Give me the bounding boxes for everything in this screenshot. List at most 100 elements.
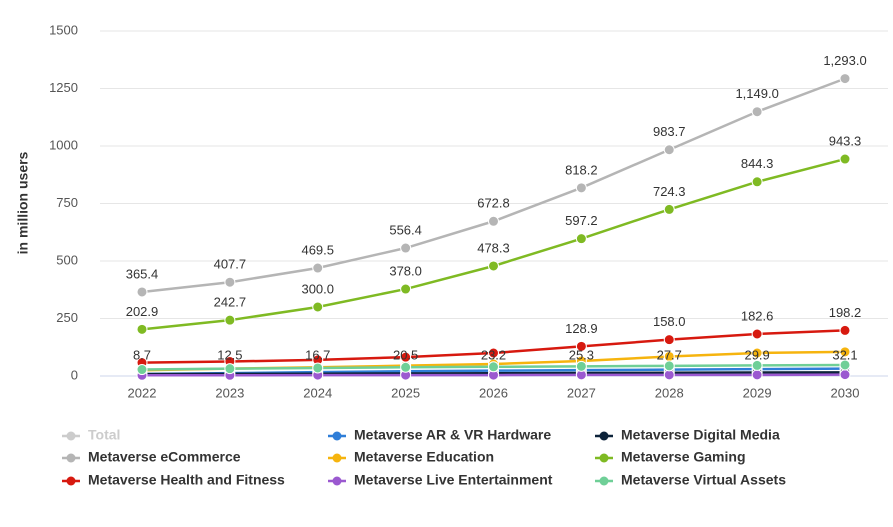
- data-point: [312, 262, 324, 274]
- data-label: 182.6: [741, 308, 774, 323]
- x-tick-label: 2024: [303, 385, 332, 400]
- data-label: 23.2: [481, 347, 506, 362]
- data-label: 365.4: [126, 266, 159, 281]
- legend-marker: [332, 476, 342, 486]
- data-point: [488, 260, 499, 272]
- data-point: [663, 144, 675, 156]
- data-label: 20.5: [393, 347, 418, 362]
- data-point: [224, 363, 236, 375]
- legend-label[interactable]: Metaverse Gaming: [621, 449, 746, 465]
- legend-label[interactable]: Metaverse Health and Fitness: [88, 472, 285, 488]
- data-point: [751, 176, 763, 188]
- data-label: 818.2: [565, 162, 598, 177]
- y-tick-label: 0: [71, 367, 78, 382]
- data-label: 478.3: [477, 240, 510, 255]
- legend-label[interactable]: Metaverse AR & VR Hardware: [354, 427, 551, 443]
- data-label: 128.9: [565, 321, 598, 336]
- data-label: 672.8: [477, 196, 510, 211]
- x-tick-label: 2026: [479, 385, 508, 400]
- data-label: 8.7: [133, 347, 151, 362]
- data-point: [488, 347, 499, 359]
- data-point: [224, 276, 236, 288]
- legend-marker: [66, 431, 76, 441]
- data-point: [575, 360, 587, 372]
- data-label: 27.7: [657, 347, 682, 362]
- data-label: 16.7: [305, 347, 330, 362]
- y-axis-label: in million users: [15, 151, 31, 254]
- data-point: [839, 73, 851, 85]
- series-line: [141, 77, 846, 294]
- data-point: [136, 364, 148, 376]
- x-tick-label: 2022: [128, 385, 157, 400]
- data-label: 469.5: [301, 242, 334, 257]
- data-point: [663, 360, 675, 372]
- y-tick-label: 1250: [49, 80, 78, 95]
- data-point: [663, 334, 675, 346]
- data-point: [136, 286, 148, 298]
- x-tick-label: 2028: [655, 385, 684, 400]
- data-point: [839, 324, 851, 336]
- legend-marker: [66, 453, 76, 463]
- data-point: [400, 361, 412, 373]
- data-point: [488, 361, 499, 373]
- data-point: [663, 203, 675, 215]
- data-label: 198.2: [829, 305, 862, 320]
- data-point: [751, 369, 763, 381]
- legend-marker: [332, 453, 342, 463]
- legend-marker: [332, 431, 342, 441]
- legend-label[interactable]: Metaverse Education: [354, 449, 494, 465]
- data-label: 12.5: [217, 347, 242, 362]
- y-tick-label: 500: [56, 252, 78, 267]
- data-label: 378.0: [389, 263, 422, 278]
- data-label: 1,149.0: [735, 86, 778, 101]
- data-label: 158.0: [653, 314, 686, 329]
- data-point: [751, 347, 763, 359]
- data-label: 724.3: [653, 184, 686, 199]
- x-tick-label: 2023: [215, 385, 244, 400]
- data-point: [400, 283, 412, 295]
- legend-marker: [599, 476, 609, 486]
- data-label: 300.0: [301, 281, 334, 296]
- legend-marker: [599, 431, 609, 441]
- legend-label[interactable]: Metaverse Live Entertainment: [354, 472, 553, 488]
- x-tick-label: 2025: [391, 385, 420, 400]
- x-tick-label: 2030: [831, 385, 860, 400]
- data-label: 32.1: [832, 347, 857, 362]
- y-tick-label: 750: [56, 195, 78, 210]
- data-label: 29.9: [744, 347, 769, 362]
- x-tick-label: 2029: [743, 385, 772, 400]
- data-label: 844.3: [741, 156, 774, 171]
- data-point: [839, 369, 851, 381]
- data-point: [575, 233, 587, 245]
- data-label: 202.9: [126, 304, 159, 319]
- data-point: [136, 323, 148, 335]
- data-label: 556.4: [389, 222, 422, 237]
- data-point: [488, 215, 499, 227]
- x-tick-label: 2027: [567, 385, 596, 400]
- data-point: [839, 346, 851, 358]
- y-tick-label: 1000: [49, 137, 78, 152]
- y-tick-label: 250: [56, 310, 78, 325]
- data-point: [224, 314, 236, 326]
- data-point: [312, 301, 324, 313]
- legend-label[interactable]: Metaverse Virtual Assets: [621, 472, 786, 488]
- legend-label[interactable]: Metaverse Digital Media: [621, 427, 780, 443]
- data-point: [312, 362, 324, 374]
- data-point: [751, 328, 763, 340]
- data-point: [575, 182, 587, 194]
- data-label: 242.7: [214, 295, 247, 310]
- data-label: 597.2: [565, 213, 598, 228]
- data-label: 25.3: [569, 347, 594, 362]
- legend-marker: [66, 476, 76, 486]
- y-tick-label: 1500: [49, 22, 78, 37]
- data-label: 407.7: [214, 257, 247, 272]
- legend-marker: [599, 453, 609, 463]
- data-label: 943.3: [829, 133, 862, 148]
- data-label: 1,293.0: [823, 53, 866, 68]
- legend-label[interactable]: Total: [88, 427, 120, 443]
- legend-label[interactable]: Metaverse eCommerce: [88, 449, 241, 465]
- data-label: 983.7: [653, 124, 686, 139]
- data-point: [751, 106, 763, 118]
- data-point: [400, 242, 412, 254]
